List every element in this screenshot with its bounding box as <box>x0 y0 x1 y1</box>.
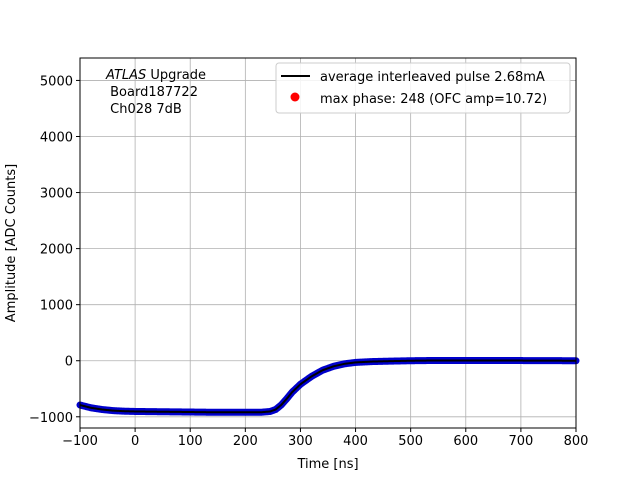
y-tick-label: 2000 <box>40 243 73 258</box>
data-series <box>76 356 580 416</box>
x-tick-label: 0 <box>131 434 139 449</box>
plot-frame <box>79 57 577 429</box>
legend-box <box>275 62 571 114</box>
x-tick-label: 400 <box>343 434 368 449</box>
y-tick-label: 3000 <box>40 187 73 202</box>
y-tick-label: 4000 <box>40 130 73 145</box>
x-tick-label: 800 <box>564 434 589 449</box>
legend: average interleaved pulse 2.68mA max pha… <box>275 62 571 114</box>
y-tick-label: 5000 <box>40 74 73 89</box>
x-tick-label: 200 <box>233 434 258 449</box>
y-tick-label: 0 <box>65 355 73 370</box>
x-tick-label: −100 <box>62 434 98 449</box>
annotation-line-2: Board187722 <box>106 85 198 100</box>
x-tick-label: 700 <box>508 434 533 449</box>
annotation-upgrade: Upgrade <box>146 68 206 83</box>
x-tick-label: 100 <box>178 434 203 449</box>
x-tick-label: 500 <box>398 434 423 449</box>
y-axis-label: Amplitude [ADC Counts] <box>4 164 19 322</box>
annotation-line-1: ATLAS Upgrade <box>105 68 206 83</box>
axis-ticks: −100 0 100 200 300 400 500 600 700 800−1000010002… <box>29 74 588 449</box>
x-tick-label: 300 <box>288 434 313 449</box>
x-axis-label: Time [ns] <box>296 457 358 472</box>
x-tick-label: 600 <box>453 434 478 449</box>
legend-marker-swatch <box>290 92 300 102</box>
legend-entry-max-phase: max phase: 248 (OFC amp=10.72) <box>320 92 547 107</box>
y-tick-label: 1000 <box>40 299 73 314</box>
annotation-line-3: Ch028 7dB <box>106 102 182 117</box>
y-tick-label: −1000 <box>29 411 73 426</box>
legend-entry-pulse: average interleaved pulse 2.68mA <box>320 70 545 85</box>
annotation-block: ATLAS Upgrade Board187722 Ch028 7dB <box>105 68 206 117</box>
average-pulse-line <box>79 359 576 414</box>
annotation-atlas: ATLAS <box>105 68 146 83</box>
